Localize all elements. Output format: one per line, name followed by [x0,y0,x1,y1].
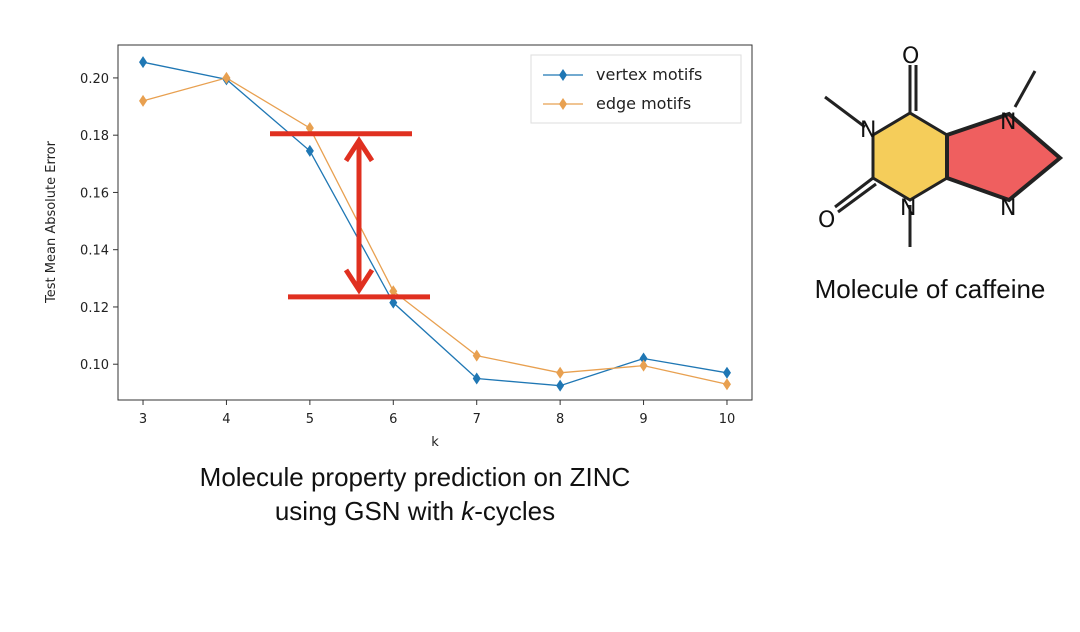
nitrogen-atom: N [860,118,876,143]
nitrogen-atom: N [900,196,916,221]
data-point [556,379,565,392]
bond [834,176,874,209]
caption-text-pre: using GSN with [274,496,462,526]
y-tick-label: 0.16 [80,186,109,201]
annotation-arrowhead-up [343,136,375,163]
legend-marker [559,98,567,110]
bond [837,182,877,214]
legend-marker [559,69,567,81]
chart-caption-line-2: using GSN with k-cycles [110,494,720,528]
data-point [472,349,481,362]
nitrogen-atom: N [1000,196,1016,221]
annotation-arrow [270,131,430,300]
series-line-0 [142,61,728,387]
caption-text-post: -cycles [474,496,556,526]
x-tick-label: 3 [139,412,147,427]
caffeine-molecule: O O N N N N [818,44,1064,247]
series-layer [139,56,731,392]
legend: vertex motifs edge motifs [530,54,742,124]
data-point [722,366,731,379]
chart-caption-line-1: Molecule property prediction on ZINC [199,462,631,492]
y-tick-label: 0.10 [80,358,109,373]
y-tick-label: 0.18 [80,129,109,144]
data-point [639,359,648,372]
oxygen-atom: O [902,44,919,69]
x-axis-label: k [431,435,439,450]
x-tick-label: 5 [306,412,314,427]
legend-label: vertex motifs [596,65,702,84]
bond [1013,70,1037,108]
y-axis-label: Test Mean Absolute Error [44,140,59,304]
data-point [389,296,398,309]
series-line-1 [142,77,728,385]
y-tick-label: 0.14 [80,244,109,259]
data-point [305,122,314,135]
five-membered-ring [945,111,1064,203]
oxygen-atom: O [818,208,835,233]
molecule-caption: Molecule of caffeine [814,274,1046,304]
data-point [139,56,148,69]
x-tick-label: 4 [222,412,230,427]
bond [824,95,866,129]
data-point [139,94,148,107]
x-tick-label: 9 [639,412,647,427]
x-axis: 3 4 5 6 7 8 9 10 [139,400,735,427]
legend-box [530,54,742,124]
data-point [722,378,731,391]
chart: 3 4 5 6 7 8 9 10 0.10 0.12 0.14 0.16 0.18 0.20 k Tes… [44,44,753,450]
x-tick-label: 10 [719,412,736,427]
x-tick-label: 7 [473,412,481,427]
y-tick-label: 0.20 [80,72,109,87]
x-tick-label: 6 [389,412,397,427]
caption-k-italic: k [461,496,475,526]
nitrogen-atom: N [1000,110,1016,135]
data-point [639,352,648,365]
six-membered-ring [871,111,949,202]
annotation-arrowhead-down [343,268,375,295]
data-point [389,285,398,298]
y-axis: 0.10 0.12 0.14 0.16 0.18 0.20 [80,72,118,373]
legend-label: edge motifs [596,94,691,113]
data-point [472,372,481,385]
data-point [556,366,565,379]
data-point [222,71,231,84]
x-tick-label: 8 [556,412,564,427]
data-point [305,144,314,157]
y-tick-label: 0.12 [80,301,109,316]
